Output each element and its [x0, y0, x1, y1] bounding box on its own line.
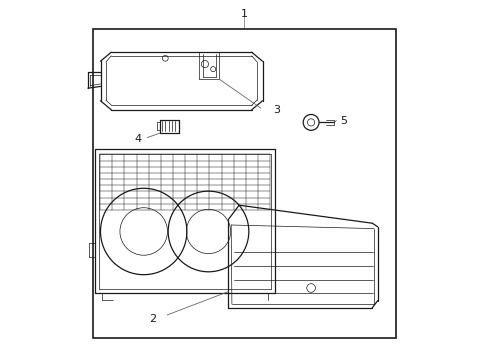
Text: 5: 5 [339, 116, 346, 126]
Text: 3: 3 [273, 105, 280, 115]
Text: 1: 1 [241, 9, 247, 19]
Bar [93, 29, 395, 338]
Text: 2: 2 [149, 314, 156, 324]
Text: 4: 4 [135, 134, 142, 144]
